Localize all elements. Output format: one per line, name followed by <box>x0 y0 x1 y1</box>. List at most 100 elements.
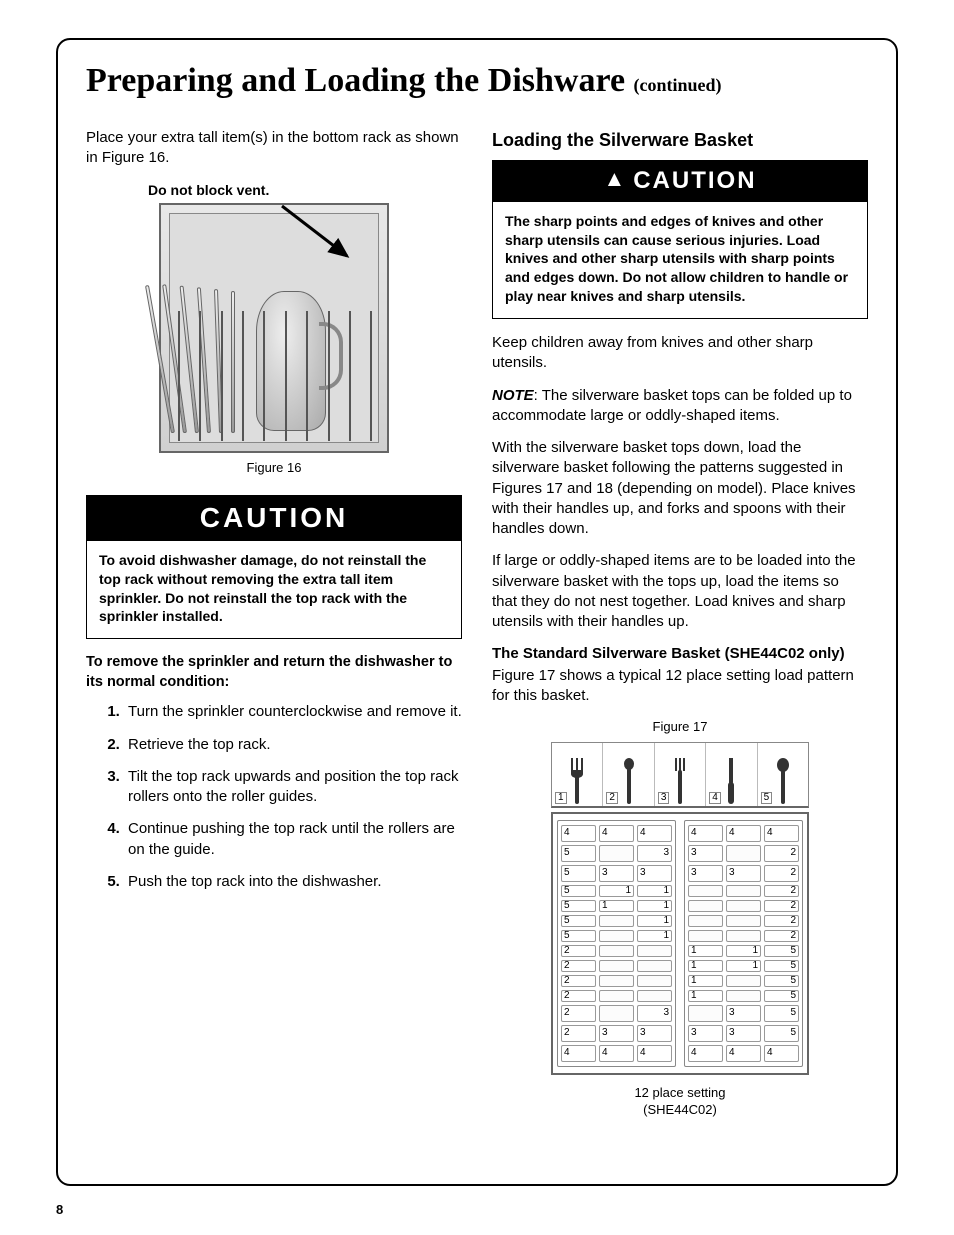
figure-17-caption-top: Figure 17 <box>492 718 868 736</box>
grid-row: 335 <box>688 1025 799 1042</box>
grid-row: 2 <box>688 915 799 927</box>
grid-cell: 5 <box>764 1025 799 1042</box>
grid-cell-value: 3 <box>691 868 697 878</box>
grid-row: 2 <box>561 945 672 957</box>
title-continued: (continued) <box>634 75 722 95</box>
grid-cell-value: 5 <box>790 991 796 1001</box>
grid-cell: 5 <box>764 1005 799 1022</box>
grid-cell: 2 <box>764 845 799 862</box>
grid-cell: 1 <box>599 900 634 912</box>
grid-row: 511 <box>561 885 672 897</box>
grid-row: 332 <box>688 865 799 882</box>
grid-cell-value: 2 <box>564 1028 570 1038</box>
grid-row: 53 <box>561 845 672 862</box>
grid-cell-value: 4 <box>564 1048 570 1058</box>
figure-16 <box>159 203 389 453</box>
grid-cell: 2 <box>561 975 596 987</box>
columns: Place your extra tall item(s) in the bot… <box>86 128 868 1119</box>
grid-cell: 1 <box>637 930 672 942</box>
grid-cell: 5 <box>561 845 596 862</box>
grid-cell: 1 <box>688 975 723 987</box>
warning-triangle-icon: ▲ <box>603 164 627 194</box>
grid-cell-value: 4 <box>564 828 570 838</box>
grid-cell-value: 2 <box>564 976 570 986</box>
grid-cell <box>599 960 634 972</box>
left-intro: Place your extra tall item(s) in the bot… <box>86 128 462 169</box>
grid-cell: 3 <box>599 1025 634 1042</box>
grid-cell <box>726 930 761 942</box>
grid-row: 23 <box>561 1005 672 1022</box>
grid-cell-value: 1 <box>691 946 697 956</box>
grid-cell: 2 <box>764 930 799 942</box>
grid-cell-value: 3 <box>602 868 608 878</box>
title-main: Preparing and Loading the Dishware <box>86 62 625 99</box>
knife-icon <box>720 758 742 804</box>
grid-cell: 3 <box>726 1005 761 1022</box>
fig17-legend: 1 2 3 4 5 <box>551 742 809 808</box>
grid-cell-value: 4 <box>767 1048 773 1058</box>
fig17-grid: 444535335115115151222223233444 444323322… <box>551 812 809 1075</box>
page-frame: Preparing and Loading the Dishware (cont… <box>56 38 898 1186</box>
grid-cell: 3 <box>637 845 672 862</box>
grid-cell-value: 2 <box>564 991 570 1001</box>
grid-cell: 3 <box>726 1025 761 1042</box>
grid-cell-value: 2 <box>790 886 796 896</box>
grid-cell: 4 <box>599 1045 634 1062</box>
steps-list: Turn the sprinkler counterclockwise and … <box>124 702 462 892</box>
legend-5-spoon: 5 <box>758 743 808 806</box>
grid-cell: 5 <box>561 885 596 897</box>
grid-cell-value: 1 <box>691 991 697 1001</box>
standard-basket-body: Figure 17 shows a typical 12 place setti… <box>492 666 868 707</box>
grid-row: 51 <box>561 915 672 927</box>
grid-cell: 5 <box>561 865 596 882</box>
caution-bar-right: ▲CAUTION <box>492 160 868 201</box>
grid-cell <box>637 975 672 987</box>
grid-row: 2 33 <box>561 1025 672 1042</box>
grid-cell: 5 <box>561 930 596 942</box>
grid-row: 2 <box>561 975 672 987</box>
spoon-icon <box>772 758 794 804</box>
grid-cell-value: 5 <box>564 916 570 926</box>
legend-num-3: 3 <box>658 792 670 804</box>
grid-row: 444 <box>688 1045 799 1062</box>
grid-row: 51 <box>561 930 672 942</box>
legend-3-fork2: 3 <box>655 743 706 806</box>
grid-cell: 1 <box>637 915 672 927</box>
caution-label-left: CAUTION <box>200 502 349 533</box>
grid-cell: 5 <box>764 975 799 987</box>
teaspoon-icon <box>618 758 640 804</box>
legend-1-fork: 1 <box>552 743 603 806</box>
grid-cell: 3 <box>637 1025 672 1042</box>
grid-cell: 2 <box>764 900 799 912</box>
grid-cell-value: 1 <box>625 886 631 896</box>
grid-cell <box>599 975 634 987</box>
grid-cell: 1 <box>726 960 761 972</box>
grid-cell-value: 5 <box>564 886 570 896</box>
grid-cell-value: 5 <box>790 1008 796 1018</box>
step-1: Turn the sprinkler counterclockwise and … <box>124 702 462 722</box>
grid-row: 444 <box>561 1045 672 1062</box>
grid-cell-value: 1 <box>663 916 669 926</box>
grid-cell: 2 <box>561 945 596 957</box>
grid-cell <box>599 915 634 927</box>
grid-cell-value: 2 <box>564 961 570 971</box>
grid-right-section: 444323322222115115151535335444 <box>684 820 803 1067</box>
grid-cell-value: 2 <box>564 1008 570 1018</box>
grid-cell: 2 <box>764 865 799 882</box>
page-title: Preparing and Loading the Dishware (cont… <box>86 62 868 100</box>
caution-box-right: The sharp points and edges of knives and… <box>492 202 868 319</box>
grid-row: 444 <box>688 825 799 842</box>
grid-cell: 3 <box>726 865 761 882</box>
legend-4-knife: 4 <box>706 743 757 806</box>
legend-2-teaspoon: 2 <box>603 743 654 806</box>
grid-row: 115 <box>688 945 799 957</box>
grid-cell: 2 <box>561 1005 596 1022</box>
right-column: Loading the Silverware Basket ▲CAUTION T… <box>492 128 868 1119</box>
grid-cell <box>688 1005 723 1022</box>
grid-cell-value: 5 <box>564 901 570 911</box>
grid-cell-value: 2 <box>790 916 796 926</box>
grid-cell: 4 <box>599 825 634 842</box>
note-label: NOTE <box>492 387 534 404</box>
grid-cell: 2 <box>764 885 799 897</box>
grid-row: 15 <box>688 975 799 987</box>
